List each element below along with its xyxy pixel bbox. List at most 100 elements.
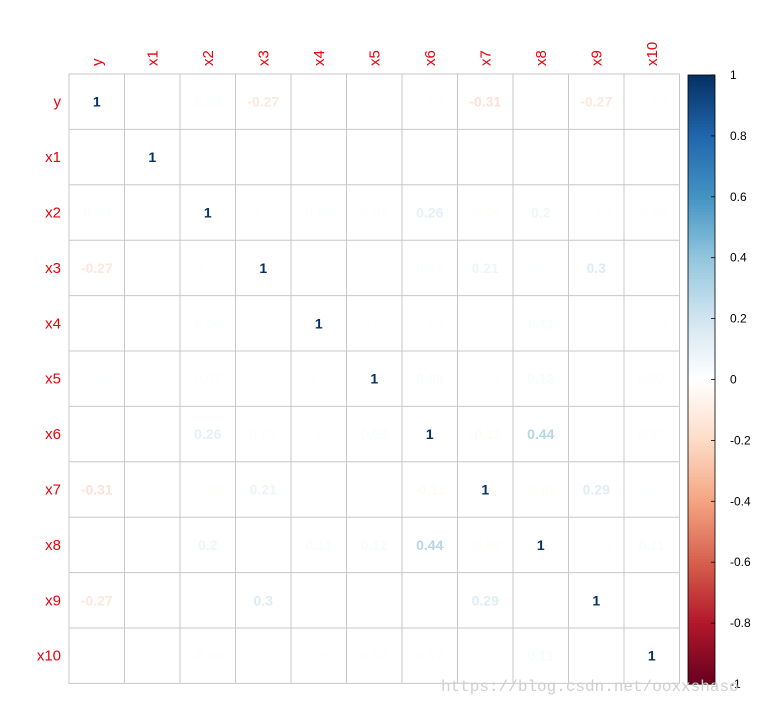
colorbar-segment [688, 671, 715, 676]
colorbar-segment [688, 559, 715, 563]
cell-value-x7-x5: -0.02 [358, 482, 390, 498]
cell-value-x5-x10: 0.07 [638, 371, 665, 387]
colorbar-segment [688, 93, 715, 97]
colorbar-segment [688, 546, 715, 551]
colorbar-segment [688, 537, 715, 542]
colorbar-segment [688, 99, 715, 104]
colorbar-segment [688, 540, 715, 545]
colorbar-segment [688, 312, 715, 317]
colorbar-segment [688, 607, 715, 612]
cell-value-x3-x9: 0.3 [587, 260, 607, 276]
colorbar-segment [688, 629, 715, 633]
colorbar-segment [688, 431, 715, 435]
row-labels: y x1 x2 x3 x4 x5 x6 x7 x8 x9 x10 [37, 94, 62, 665]
colorbar-segment [688, 412, 715, 417]
colorbar-tick-label: -0.4 [730, 494, 751, 508]
colorbar-segment [688, 309, 715, 314]
heatmap-cells: 1 0.08 -0.27 0.02 0.04 -0.31 0.02 -0.27 -0.03 1 -0… [81, 94, 668, 664]
colorbar-segment [688, 242, 715, 247]
cell-value-x7-x10: 0.02 [638, 482, 665, 498]
cell-value-x2-x9: -0.04 [580, 205, 612, 221]
cell-value-x10-x6: 0.07 [416, 648, 443, 664]
row-label-x10: x10 [37, 648, 61, 665]
colorbar-segment [688, 193, 715, 198]
colorbar-segment [688, 248, 715, 253]
colorbar-tick-label: -0.2 [730, 433, 751, 447]
colorbar-segment [688, 388, 715, 393]
colorbar-segment [688, 458, 715, 463]
watermark-text: https://blog.csdn.net/ooxxshaso [441, 678, 739, 696]
cell-value-x6-x8: 0.44 [527, 426, 554, 442]
cell-value-x6-x2: 0.26 [194, 426, 221, 442]
colorbar-segment [688, 175, 715, 180]
column-label-x9: x9 [588, 50, 605, 66]
colorbar-segment [688, 422, 715, 426]
colorbar: 1 0.8 0.6 0.4 0.2 0 -0.2 -0.4 -0.6 -0.8 -1 [687, 68, 751, 691]
colorbar-segment [688, 84, 715, 88]
colorbar-segment [688, 391, 715, 396]
column-label-x3: x3 [255, 50, 272, 66]
cell-value-x8-x3: 0.02 [250, 537, 277, 553]
cell-value-x8-x7: -0.08 [469, 537, 501, 553]
colorbar-segment [688, 297, 715, 301]
colorbar-segment [688, 373, 715, 378]
colorbar-segment [688, 659, 715, 664]
colorbar-segment [688, 102, 715, 107]
cell-value-x6-x7: -0.11 [470, 426, 501, 442]
cell-value-x5-x9: -0.01 [580, 371, 612, 387]
cell-value-x9-x7: 0.29 [472, 592, 499, 608]
colorbar-tick-label: 0.2 [730, 312, 747, 326]
cell-value-x10-x10: 1 [648, 648, 656, 664]
colorbar-segment [688, 367, 715, 371]
colorbar-segment [688, 623, 715, 627]
colorbar-segment [688, 476, 715, 481]
column-label-y: y [89, 58, 106, 66]
colorbar-segment [688, 550, 715, 554]
cell-value-x7-x3: 0.21 [250, 482, 277, 498]
colorbar-segment [688, 483, 715, 487]
colorbar-segment [688, 196, 715, 201]
cell-value-x2-x8: 0.2 [531, 205, 551, 221]
cell-value-x4-x4: 1 [315, 315, 323, 331]
colorbar-segment [688, 470, 715, 475]
column-label-x5: x5 [366, 50, 383, 66]
colorbar-segment [688, 598, 715, 603]
column-label-x7: x7 [477, 50, 494, 66]
colorbar-segment [688, 440, 715, 445]
colorbar-segment [688, 562, 715, 566]
cell-value-x3-x2: -0.02 [192, 260, 224, 276]
colorbar-segment [688, 376, 715, 381]
colorbar-segment [688, 349, 715, 353]
colorbar-segment [688, 589, 715, 594]
colorbar-tick-label: -0.8 [730, 616, 751, 630]
cell-value-x4-x2: 0.06 [194, 315, 221, 331]
colorbar-segment [688, 489, 715, 493]
colorbar-tick-label: 0 [730, 373, 737, 387]
colorbar-segment [688, 358, 715, 362]
colorbar-segment [688, 553, 715, 557]
colorbar-segment [688, 416, 715, 420]
colorbar-segment [688, 510, 715, 515]
colorbar-tick-label: 0.8 [730, 129, 747, 143]
cell-value-x1-x1: 1 [148, 149, 156, 165]
cell-value-x10-x3: 0.05 [250, 648, 277, 664]
cell-value-x9-x2: -0.04 [192, 592, 224, 608]
colorbar-segment [688, 501, 715, 505]
colorbar-segment [688, 163, 715, 167]
colorbar-segment [688, 656, 715, 661]
cell-value-x10-y: -0.03 [81, 648, 113, 664]
cell-value-x3-y: -0.27 [81, 260, 113, 276]
colorbar-segment [688, 653, 715, 658]
colorbar-segment [688, 452, 715, 457]
colorbar-segment [688, 336, 715, 341]
heatmap-grid [68, 73, 680, 684]
cell-value-x6-x5: 0.09 [361, 426, 388, 442]
colorbar-segment [688, 534, 715, 539]
colorbar-segment [688, 613, 715, 618]
colorbar-segment [688, 409, 715, 414]
colorbar-segment [688, 300, 715, 304]
cell-value-x8-x5: 0.12 [361, 537, 388, 553]
colorbar-segment [688, 583, 715, 588]
cell-value-x2-x6: 0.26 [416, 205, 443, 221]
